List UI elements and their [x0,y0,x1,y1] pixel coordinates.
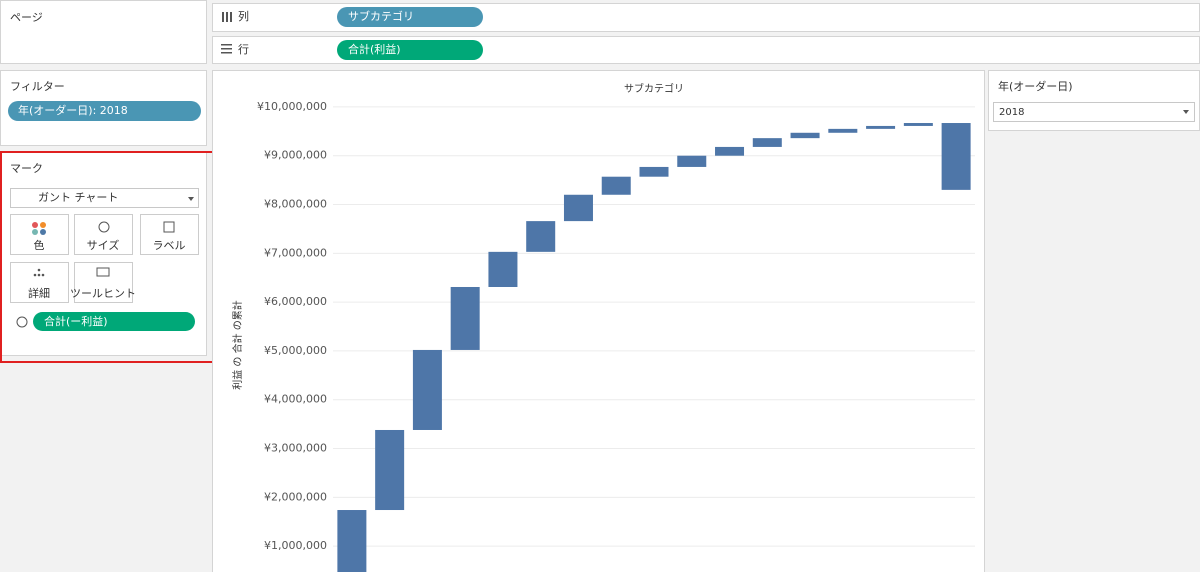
quick-filter-value[interactable]: 2018 [999,107,1024,118]
color-button[interactable] [10,214,69,255]
chart-panel [212,70,985,572]
rows-pill-text[interactable]: 合計(利益) [348,42,401,56]
y-tick-label: ¥2,000,000 [264,490,327,503]
detail-button[interactable] [10,262,69,303]
size-pill-text[interactable]: 合計(ー利益) [44,314,108,328]
rows-label: 行 [238,43,249,56]
year-dropdown[interactable] [993,102,1195,122]
y-axis-title: 利益 の 合計 の累計 [231,300,244,390]
tooltip-icon [96,267,110,277]
gantt-bar [488,251,518,287]
button-label: 詳細 [28,286,50,300]
mark-type[interactable]: ガント チャート [38,191,118,204]
gantt-bar [563,194,593,222]
columns-pill-text[interactable]: サブカテゴリ [348,9,414,23]
detail-icon [33,268,45,277]
pages-panel [0,0,207,64]
columns-label: 列 [238,9,249,23]
button-label: 色 [34,238,45,252]
gantt-bar [790,132,820,139]
color-icon [32,222,46,235]
gantt-bar [866,125,896,129]
filter-pill[interactable] [8,101,201,121]
size-icon [98,221,110,233]
y-tick-label: ¥3,000,000 [264,442,327,455]
gantt-bar [375,429,405,511]
mark-type-dropdown[interactable] [10,188,199,208]
size-pill[interactable] [33,312,195,331]
gantt-bar [941,123,971,190]
label-button[interactable] [140,214,199,255]
size-button[interactable] [74,214,133,255]
columns-pill[interactable] [337,7,483,27]
dropdown-arrow [188,197,194,201]
rows-pill[interactable] [337,40,483,60]
gantt-bar [526,221,556,252]
columns-icon [222,12,232,22]
marks-title: マーク [10,162,43,175]
gantt-bar [450,286,480,350]
y-tick-label: ¥8,000,000 [264,198,327,211]
y-tick-label: ¥6,000,000 [264,295,327,308]
y-tick-label: ¥10,000,000 [257,100,327,113]
gantt-bar [639,166,669,177]
y-tick-label: ¥5,000,000 [264,344,327,357]
gantt-bar [412,349,442,430]
size-icon [16,316,28,328]
y-tick-label: ¥1,000,000 [264,539,327,552]
quick-filter-title: 年(オーダー日) [998,79,1073,93]
pages-title: ページ [10,11,43,24]
dropdown-arrow [1183,110,1189,114]
y-tick-label: ¥4,000,000 [264,393,327,406]
rows-icon [221,44,232,54]
button-label: ツールヒント [70,287,136,300]
gantt-bar [828,128,858,133]
y-tick-label: ¥7,000,000 [264,246,327,259]
gantt-bar [903,123,933,126]
filter-pill-text[interactable]: 年(オーダー日): 2018 [18,103,128,117]
gantt-bar [601,176,631,195]
gantt-bar [677,155,707,167]
button-label: サイズ [87,238,120,252]
gantt-bar [715,146,745,156]
gantt-bar [752,138,782,147]
button-label: ラベル [153,239,186,252]
tooltip-button[interactable] [74,262,133,303]
x-axis-header: サブカテゴリ [624,82,684,95]
plot-area [333,106,975,572]
y-tick-label: ¥9,000,000 [264,149,327,162]
filters-title: フィルター [10,80,65,93]
label-icon [163,221,175,233]
gantt-bar [337,510,367,572]
